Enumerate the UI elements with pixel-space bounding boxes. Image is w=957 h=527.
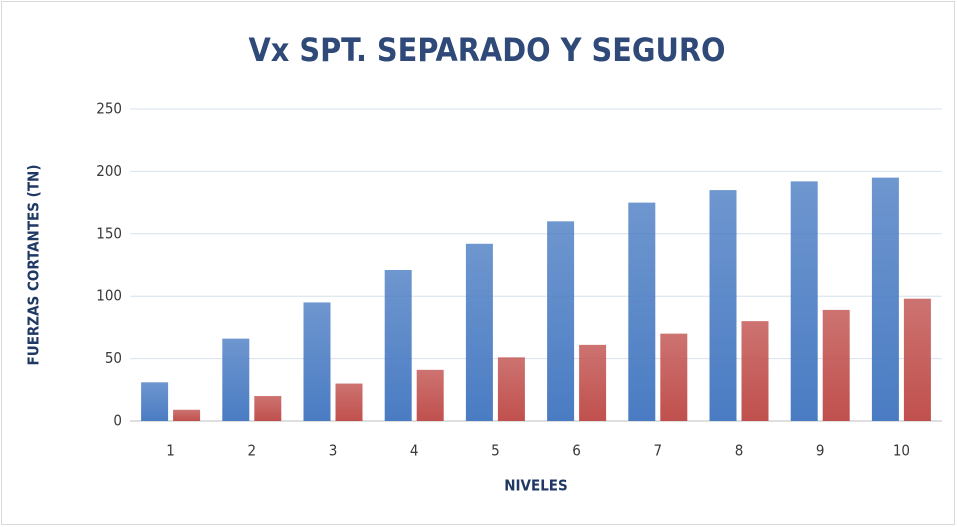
bar [628, 202, 656, 421]
x-tick-label: 7 [654, 442, 663, 460]
bar [497, 357, 525, 421]
bar [141, 382, 169, 421]
y-tick-label: 200 [96, 162, 122, 180]
x-tick-label: 5 [491, 442, 500, 460]
bar [660, 333, 688, 421]
bar [822, 309, 850, 421]
x-tick-label: 8 [735, 442, 744, 460]
y-tick-label: 100 [96, 287, 122, 305]
x-tick-label: 10 [893, 442, 910, 460]
y-tick-label: 250 [96, 100, 122, 118]
bar [709, 190, 737, 421]
bar [903, 298, 931, 421]
bar [416, 369, 444, 421]
bar [790, 181, 818, 421]
bar [579, 344, 607, 421]
x-axis-title: NIVELES [504, 477, 568, 495]
y-tick-label: 50 [105, 349, 122, 367]
bar [871, 177, 899, 421]
x-tick-label: 2 [248, 442, 257, 460]
x-tick-label: 3 [329, 442, 338, 460]
bar [303, 302, 331, 421]
x-tick-label: 6 [572, 442, 581, 460]
x-tick-label: 4 [410, 442, 419, 460]
bar [741, 321, 769, 421]
x-tick-label: 1 [166, 442, 175, 460]
y-tick-label: 150 [96, 224, 122, 242]
y-tick-label: 0 [113, 412, 122, 430]
bar [222, 338, 250, 421]
bar [173, 409, 201, 421]
bar [465, 243, 493, 421]
bar [254, 396, 282, 421]
bar [384, 269, 412, 421]
chart-title: Vx SPT. SEPARADO Y SEGURO [248, 31, 725, 69]
bar [335, 383, 363, 421]
bar [547, 221, 575, 421]
x-tick-label: 9 [816, 442, 825, 460]
y-axis-title: FUERZAS CORTANTES (TN) [25, 165, 43, 366]
